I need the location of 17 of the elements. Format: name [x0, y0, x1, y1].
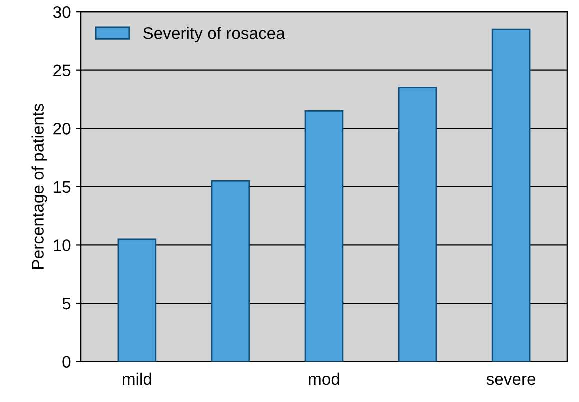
y-axis-title: Percentage of patients [32, 104, 48, 269]
bar [398, 87, 438, 362]
y-tick-label: 25 [54, 64, 71, 77]
x-tick-label: mild [123, 372, 152, 386]
y-tick-label: 15 [54, 182, 71, 194]
y-tick-label: 20 [54, 123, 71, 135]
bar [118, 238, 157, 362]
bar [492, 28, 531, 362]
x-tick-label: severe [486, 376, 536, 386]
y-tick-label: 10 [54, 240, 71, 252]
legend-label: Severity of rosacea [143, 27, 286, 43]
y-tick-label: 5 [62, 298, 71, 310]
x-tick-label: mod [309, 372, 340, 386]
bar [211, 180, 250, 362]
y-tick-label: 30 [53, 6, 71, 18]
bar [304, 110, 344, 362]
y-tick-label: 0 [62, 356, 71, 368]
